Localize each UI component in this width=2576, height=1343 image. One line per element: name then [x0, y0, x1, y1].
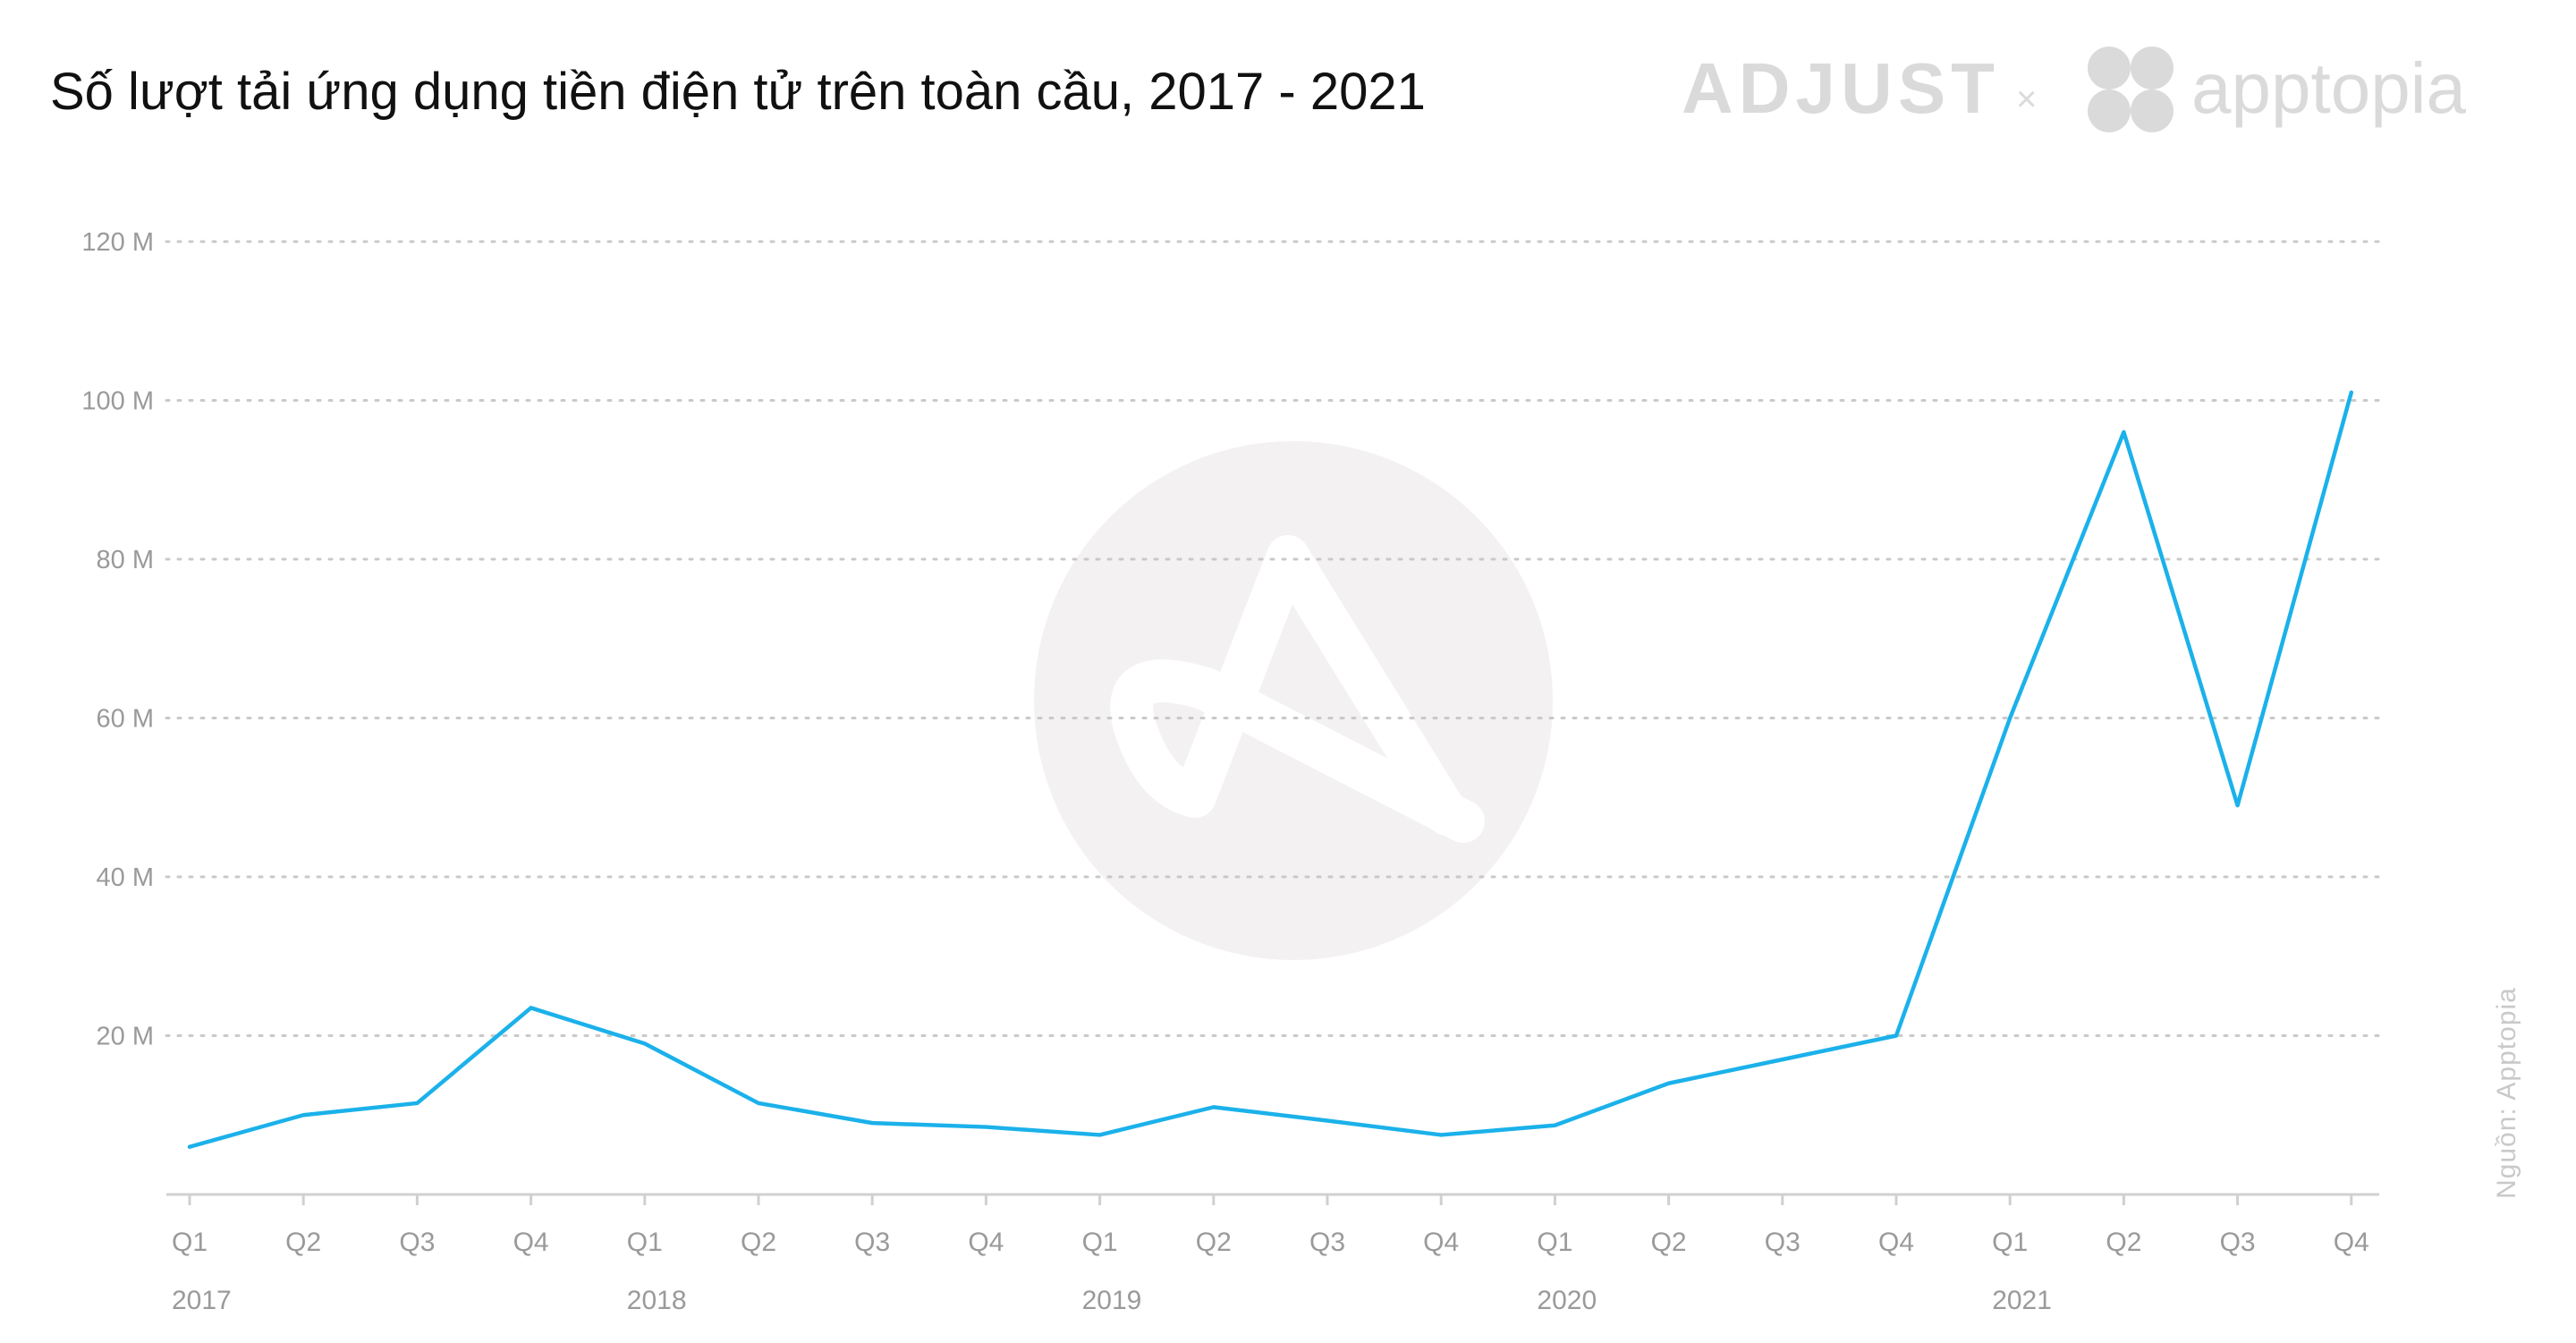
- series-line-0: [187, 390, 2354, 1149]
- x-tick-label: Q2: [2106, 1228, 2141, 1257]
- x-axis-year-labels: 2017 2018 2019 2020 2021: [172, 1286, 2052, 1315]
- apptopia-icon: [2088, 47, 2174, 132]
- x-tick-label: Q1: [1537, 1228, 1572, 1257]
- y-tick-label: 120 M: [81, 228, 154, 257]
- source-note: Nguồn: Apptopia: [2492, 987, 2521, 1199]
- chart-title: Số lượt tải ứng dụng tiền điện tử trên t…: [50, 63, 1426, 121]
- watermark-icon: [1034, 441, 1553, 960]
- x-tick-label: Q3: [854, 1228, 890, 1257]
- x-year-label: 2018: [627, 1286, 687, 1315]
- x-tick-label: Q4: [1878, 1228, 1914, 1257]
- x-tick-label: Q3: [1309, 1228, 1345, 1257]
- y-axis-ticks: 20 M 40 M 60 M 80 M 100 M 120 M: [81, 228, 154, 1051]
- y-tick-label: 60 M: [97, 705, 154, 734]
- x-axis-ticks: Q1 Q2 Q3 Q4 Q1 Q2 Q3 Q4 Q1 Q2 Q3 Q4 Q1 Q2 Q3 Q4 Q1 Q2 Q3 Q4: [172, 1194, 2369, 1257]
- x-year-label: 2017: [172, 1286, 232, 1315]
- x-tick-label: Q1: [172, 1228, 208, 1257]
- apptopia-logo: apptopia: [2191, 48, 2466, 128]
- x-tick-label: Q4: [968, 1228, 1004, 1257]
- x-tick-label: Q2: [1196, 1228, 1232, 1257]
- y-tick-label: 40 M: [97, 863, 154, 892]
- brand-separator: ×: [2016, 80, 2037, 119]
- x-tick-label: Q4: [1423, 1228, 1459, 1257]
- y-tick-label: 100 M: [81, 387, 154, 416]
- series-lines: [187, 390, 2354, 1149]
- x-tick-label: Q3: [399, 1228, 435, 1257]
- x-tick-label: Q1: [1082, 1228, 1118, 1257]
- x-tick-label: Q3: [2220, 1228, 2256, 1257]
- y-tick-label: 80 M: [97, 546, 154, 574]
- adjust-logo: ADJUST: [1682, 48, 2000, 128]
- x-tick-label: Q1: [627, 1228, 663, 1257]
- x-year-label: 2019: [1082, 1286, 1142, 1315]
- brand-logos: ADJUST × apptopia: [1682, 47, 2466, 132]
- x-year-label: 2020: [1537, 1286, 1597, 1315]
- x-tick-label: Q3: [1765, 1228, 1801, 1257]
- x-tick-label: Q2: [1651, 1228, 1687, 1257]
- x-year-label: 2021: [1992, 1286, 2052, 1315]
- grid-lines: [165, 240, 2381, 1037]
- x-tick-label: Q1: [1992, 1228, 2028, 1257]
- x-tick-label: Q2: [741, 1228, 776, 1257]
- y-tick-label: 20 M: [97, 1023, 154, 1051]
- x-tick-label: Q2: [285, 1228, 321, 1257]
- x-tick-label: Q4: [513, 1228, 549, 1257]
- x-tick-label: Q4: [2334, 1228, 2369, 1257]
